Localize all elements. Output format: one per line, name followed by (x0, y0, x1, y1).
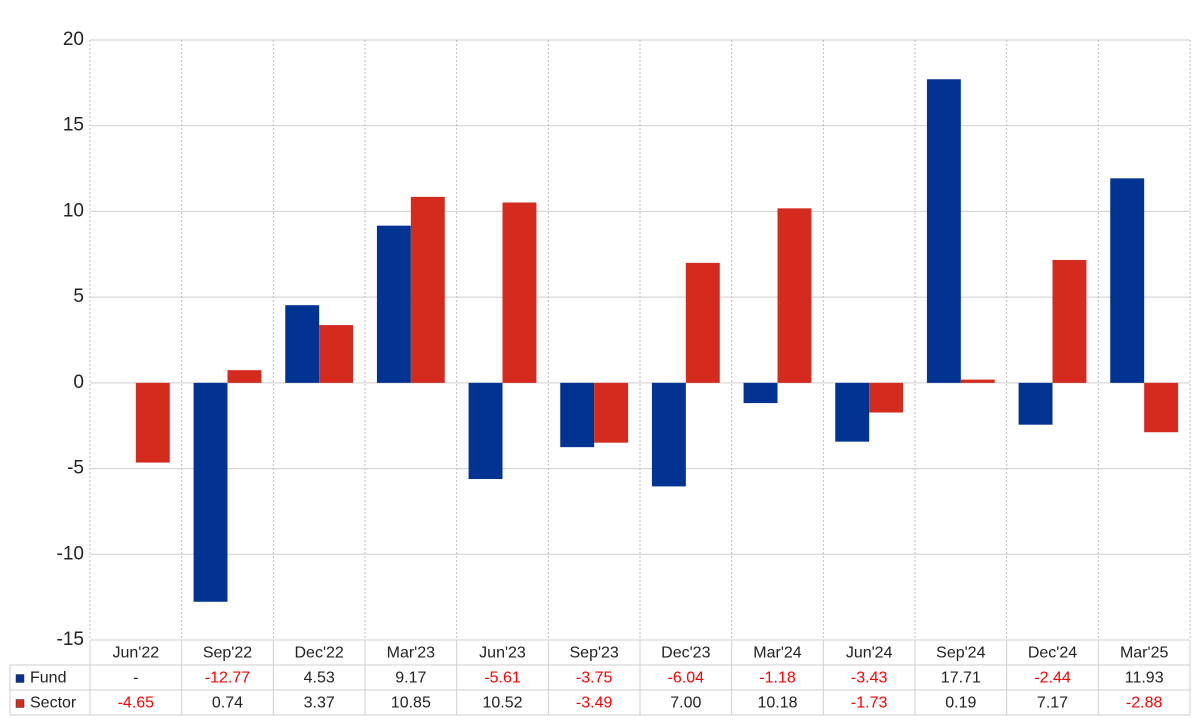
legend-swatch (15, 674, 25, 683)
y-tick-label: 15 (63, 115, 84, 136)
legend-swatch (15, 699, 25, 708)
legend-label: Fund (30, 670, 66, 687)
bar (468, 382, 503, 480)
bar (869, 382, 904, 413)
bar (1052, 259, 1087, 383)
x-tick-label: Dec'24 (1028, 645, 1077, 662)
table-value: 0.74 (212, 695, 243, 712)
bar (135, 382, 170, 463)
table-value: 17.71 (941, 670, 981, 687)
y-tick-label: -15 (57, 629, 84, 650)
table-value: -4.65 (118, 695, 155, 712)
bar (319, 325, 354, 383)
table-value: -12.77 (205, 670, 250, 687)
bar (560, 382, 595, 448)
x-tick-label: Dec'23 (661, 645, 710, 662)
bar (1018, 382, 1053, 425)
table-value: 7.17 (1037, 695, 1068, 712)
x-tick-label: Jun'23 (479, 645, 526, 662)
table-value: -1.73 (851, 695, 888, 712)
x-tick-label: Mar'23 (387, 645, 436, 662)
x-tick-label: Mar'24 (753, 645, 802, 662)
table-value: 0.19 (945, 695, 976, 712)
y-tick-label: 10 (63, 200, 84, 221)
bar (651, 382, 686, 487)
y-tick-label: 20 (63, 29, 84, 50)
x-tick-label: Jun'24 (846, 645, 893, 662)
table-value: 10.52 (482, 695, 522, 712)
y-tick-label: 5 (73, 286, 84, 307)
table-value: -2.44 (1034, 670, 1071, 687)
table-value: 7.00 (670, 695, 701, 712)
table-value: -3.75 (576, 670, 613, 687)
table-value: -6.04 (668, 670, 705, 687)
table-value: 10.85 (391, 695, 431, 712)
bar (960, 379, 995, 383)
table-value: -1.18 (759, 670, 796, 687)
bar (777, 208, 812, 383)
table-value: -3.49 (576, 695, 613, 712)
table-value: - (133, 670, 138, 687)
table-value: -3.43 (851, 670, 888, 687)
bar (193, 382, 228, 602)
bar (285, 305, 320, 383)
bar (926, 79, 961, 383)
bar (743, 382, 778, 404)
bar (410, 196, 445, 383)
table-value: 11.93 (1125, 670, 1164, 687)
table-value: 10.18 (757, 695, 797, 712)
bar (1144, 382, 1179, 433)
bar (502, 202, 537, 383)
bar (594, 382, 629, 443)
bar (227, 370, 262, 383)
table-value: 3.37 (304, 695, 335, 712)
table-value: 9.17 (395, 670, 426, 687)
table-value: 4.53 (304, 670, 335, 687)
table-value: -5.61 (484, 670, 521, 687)
x-tick-label: Sep'23 (570, 645, 619, 662)
bar (835, 382, 870, 442)
x-tick-label: Jun'22 (113, 645, 160, 662)
table-value: -2.88 (1126, 695, 1163, 712)
y-tick-label: -5 (67, 458, 84, 479)
x-tick-label: Sep'22 (203, 645, 252, 662)
legend-label: Sector (30, 695, 77, 712)
x-tick-label: Sep'24 (936, 645, 985, 662)
bar (376, 225, 411, 383)
bar (685, 262, 720, 383)
x-tick-label: Mar'25 (1120, 645, 1169, 662)
bar (1110, 178, 1145, 383)
x-tick-label: Dec'22 (295, 645, 344, 662)
y-tick-label: -10 (57, 543, 84, 564)
y-tick-label: 0 (73, 372, 84, 393)
